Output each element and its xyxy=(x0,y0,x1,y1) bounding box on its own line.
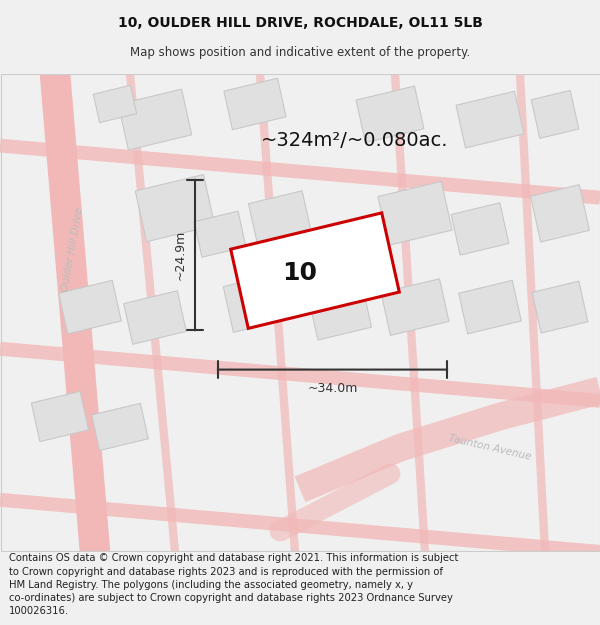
Polygon shape xyxy=(135,174,215,242)
Polygon shape xyxy=(451,202,509,255)
Polygon shape xyxy=(223,271,297,332)
Text: Oulder Hill Drive: Oulder Hill Drive xyxy=(59,207,85,292)
Polygon shape xyxy=(530,184,589,242)
Polygon shape xyxy=(456,91,524,148)
Polygon shape xyxy=(59,281,121,334)
Text: Map shows position and indicative extent of the property.: Map shows position and indicative extent… xyxy=(130,46,470,59)
Text: ~34.0m: ~34.0m xyxy=(307,382,358,395)
Polygon shape xyxy=(92,403,148,451)
Text: ~324m²/~0.080ac.: ~324m²/~0.080ac. xyxy=(261,131,449,150)
Text: 10, OULDER HILL DRIVE, ROCHDALE, OL11 5LB: 10, OULDER HILL DRIVE, ROCHDALE, OL11 5L… xyxy=(118,16,482,30)
Polygon shape xyxy=(124,291,186,344)
Polygon shape xyxy=(118,89,192,150)
Polygon shape xyxy=(356,86,424,142)
Polygon shape xyxy=(378,181,452,245)
Polygon shape xyxy=(459,281,521,334)
Polygon shape xyxy=(94,85,137,122)
Text: Contains OS data © Crown copyright and database right 2021. This information is : Contains OS data © Crown copyright and d… xyxy=(9,553,458,616)
Polygon shape xyxy=(248,191,311,246)
Polygon shape xyxy=(531,91,579,138)
Polygon shape xyxy=(194,211,246,258)
Polygon shape xyxy=(532,281,588,333)
Polygon shape xyxy=(231,213,399,328)
Polygon shape xyxy=(295,239,346,282)
Text: ~24.9m: ~24.9m xyxy=(174,230,187,280)
Text: Taunton Avenue: Taunton Avenue xyxy=(448,433,532,462)
Text: 10: 10 xyxy=(283,261,317,285)
Polygon shape xyxy=(308,284,371,340)
Polygon shape xyxy=(381,279,449,336)
Polygon shape xyxy=(31,391,89,442)
Polygon shape xyxy=(224,78,286,129)
